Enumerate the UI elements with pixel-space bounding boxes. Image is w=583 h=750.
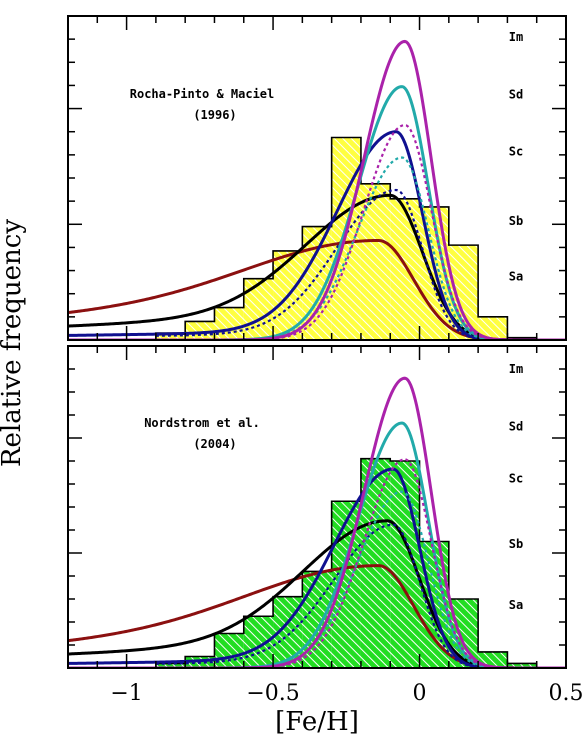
type-label-sd: Sd [509,420,523,434]
panel-source-label: Nordstrom et al. [144,416,260,430]
x-tick-label: −1 [110,681,142,706]
type-label-sb: Sb [509,214,523,228]
x-axis-title: [Fe/H] [275,707,359,737]
y-axis-title: Relative frequency [0,219,27,467]
curve-sa-dotted [155,564,512,668]
panel-bottom: Nordstrom et al. (2004) Im Sd Sc Sb Sa [67,345,567,669]
curve-sc-dotted [155,523,512,668]
panel-source-label: Rocha-Pinto & Maciel [130,87,275,101]
x-tick-label: −0.5 [246,681,299,706]
hist-bar [507,663,537,668]
curve-im-dotted [155,123,512,340]
hist-bar [478,316,508,340]
type-label-im: Im [509,30,523,44]
x-tick-label: 0.5 [549,681,583,706]
panel-source-year: (1996) [193,108,236,122]
hist-bar [155,663,186,668]
type-label-sc: Sc [509,471,523,485]
curve-sd-dotted [155,490,512,668]
plot-area-top [68,39,566,340]
type-label-sa: Sa [509,269,523,283]
panel-source-year: (2004) [193,437,236,451]
hist-bar [214,633,244,668]
curve-sd-dotted [155,156,512,340]
hist-bar [331,137,361,340]
curve-sd [68,421,566,668]
x-tick-labels: −1 −0.5 0 0.5 [110,681,583,706]
plot-area-bottom [68,376,566,668]
type-label-sc: Sc [509,144,523,158]
hist-bar [390,198,420,340]
type-label-sd: Sd [509,88,523,102]
hist-bar [243,278,274,340]
hist-outline [155,136,538,340]
curve-sd [68,85,566,340]
curve-sc-dotted [155,188,512,340]
curve-im-dotted [155,458,512,668]
type-label-im: Im [509,362,523,376]
type-label-sa: Sa [509,598,523,612]
curve-sb-dotted [155,194,512,340]
hist-bar [214,307,244,340]
x-tick-label: 0 [413,681,427,706]
hist-outline [155,457,538,668]
curve-im [68,376,566,668]
curve-im [68,39,566,340]
type-label-sb: Sb [509,537,523,551]
curve-sa-dotted [155,239,512,340]
panel-top: Rocha-Pinto & Maciel (1996) Im Sd Sc Sb Sa [67,15,567,341]
